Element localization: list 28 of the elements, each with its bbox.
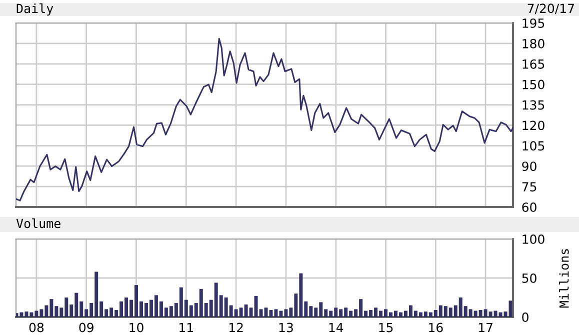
chart-title: Volume — [16, 218, 60, 228]
y-axis-title: Millions — [559, 249, 569, 308]
line-series — [16, 38, 513, 202]
y-tick-label: 50 — [522, 273, 536, 283]
y-tick-label: 165 — [522, 59, 544, 69]
y-tick-label: 135 — [522, 100, 544, 110]
x-tick-label: 11 — [180, 322, 193, 332]
x-tick-label: 17 — [478, 322, 492, 332]
y-tick-label: 195 — [522, 18, 544, 28]
chart-title: Daily — [16, 3, 54, 16]
x-tick-label: 14 — [329, 322, 344, 332]
x-tick-label: 12 — [229, 322, 243, 332]
x-tick-label: 09 — [79, 322, 94, 332]
x-tick-label: 13 — [279, 322, 293, 332]
y-tick-label: 120 — [522, 120, 544, 130]
y-tick-label: 105 — [522, 141, 544, 151]
y-tick-label: 150 — [522, 80, 544, 90]
y-tick-label: 60 — [522, 202, 536, 212]
y-tick-label: 90 — [522, 162, 536, 172]
y-tick-label: 180 — [522, 38, 544, 48]
y-tick-label: 100 — [522, 234, 544, 244]
x-tick-label: 10 — [130, 322, 144, 332]
y-tick-label: 75 — [522, 182, 536, 192]
y-tick-label: 0 — [522, 312, 528, 322]
x-tick-label: 15 — [379, 322, 393, 332]
x-tick-label: 08 — [29, 322, 44, 332]
text: 7/20/17 — [528, 4, 574, 14]
x-tick-label: 16 — [429, 322, 443, 332]
